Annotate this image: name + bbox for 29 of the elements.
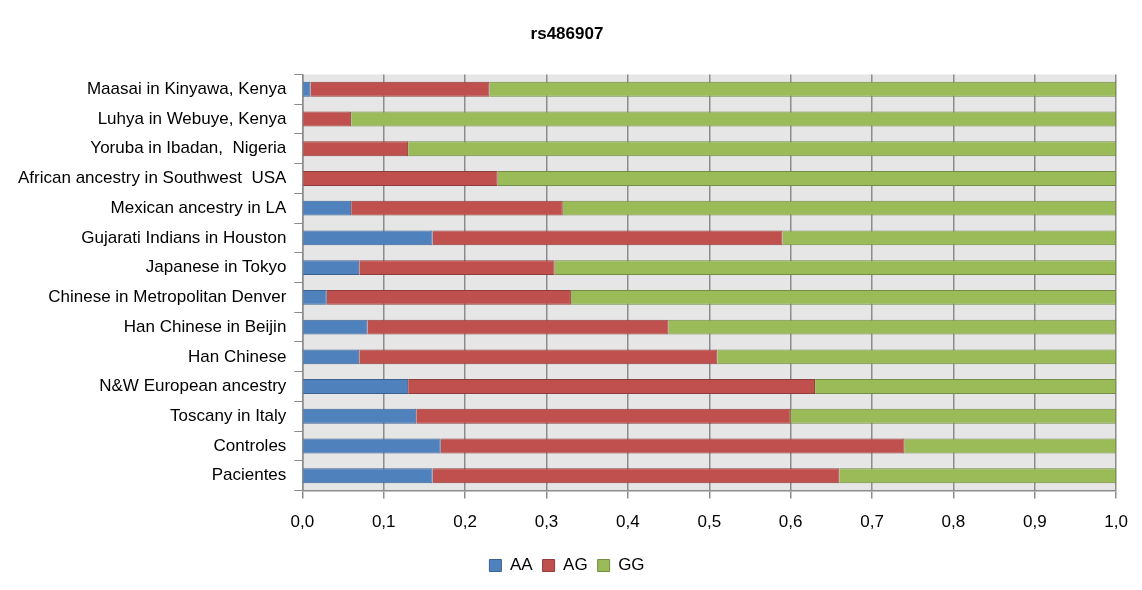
x-tick-label: 0,1 — [371, 512, 396, 532]
y-tick-label: Japanese in Tokyo — [145, 257, 287, 277]
x-tick-label: 0,5 — [697, 512, 722, 532]
y-tick-label: Han Chinese — [188, 346, 287, 366]
x-tick-label: 0,4 — [616, 512, 640, 532]
y-tick-label: Toscany in Italy — [170, 405, 287, 425]
legend-label: AA — [509, 555, 534, 575]
y-tick-label: Luhya in Webuye, Kenya — [97, 108, 287, 128]
x-tick-label: 0,2 — [453, 512, 477, 532]
x-tick-label: 1,0 — [1104, 512, 1128, 532]
y-tick-label: Yoruba in Ibadan, Nigeria — [90, 138, 287, 158]
y-tick-label: Maasai in Kinyawa, Kenya — [86, 78, 287, 98]
x-tick-label: 0,7 — [860, 512, 884, 532]
y-tick-label: Pacientes — [211, 465, 287, 485]
y-tick-label: Han Chinese in Beijin — [123, 316, 287, 336]
y-tick-label: African ancestry in Southwest USA — [18, 168, 287, 188]
y-tick-label: Mexican ancestry in LA — [110, 197, 287, 217]
y-tick-label: Controles — [213, 435, 287, 455]
y-tick-label: Gujarati Indians in Houston — [81, 227, 287, 247]
y-tick-label: Chinese in Metropolitan Denver — [48, 287, 287, 307]
legend-label: AG — [563, 555, 588, 575]
y-tick-label: N&W European ancestry — [99, 376, 287, 396]
x-tick-label: 0,9 — [1022, 512, 1047, 532]
x-tick-label: 0,0 — [290, 512, 315, 532]
chart-title: rs486907 — [530, 23, 604, 43]
legend-label: GG — [618, 555, 645, 575]
x-tick-label: 0,6 — [778, 512, 803, 532]
x-tick-label: 0,3 — [534, 512, 559, 532]
x-tick-label: 0,8 — [941, 512, 966, 532]
